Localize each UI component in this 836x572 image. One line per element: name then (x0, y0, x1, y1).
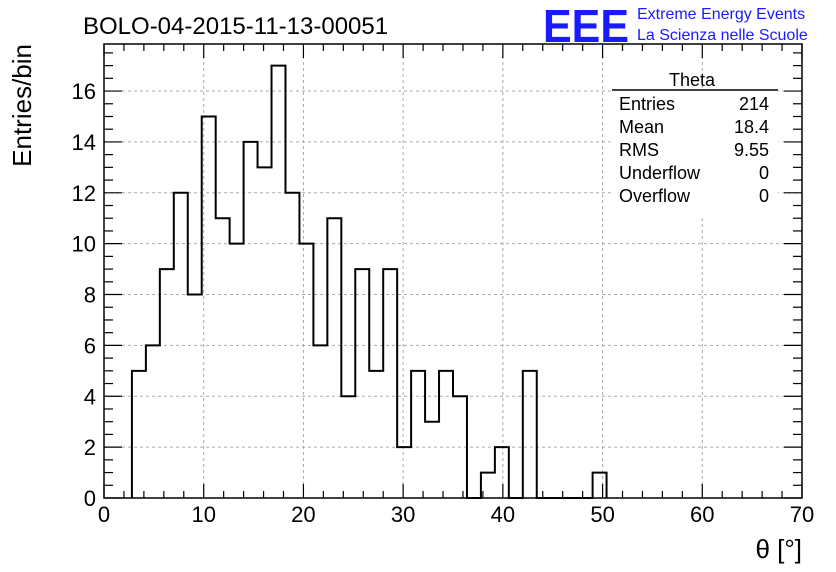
x-tick-label: 30 (391, 502, 415, 527)
histogram-bin (188, 295, 202, 498)
y-tick-label: 0 (84, 486, 96, 511)
histogram-bin (341, 396, 355, 498)
histogram-bin (216, 218, 230, 498)
histogram-bin (230, 244, 244, 498)
stats-box: Theta Entries 214 Mean 18.4 RMS 9.55 Underflow… (612, 70, 778, 216)
histogram-bin (453, 396, 467, 498)
stats-row-label: RMS (619, 140, 659, 160)
y-tick-label: 2 (84, 435, 96, 460)
histogram-bin (425, 422, 439, 498)
x-tick-label: 10 (191, 502, 215, 527)
x-tick-label: 0 (98, 502, 110, 527)
histogram-bin (523, 371, 537, 498)
stats-row-value: 0 (759, 163, 769, 183)
histogram-bin (355, 269, 369, 498)
histogram-bin (495, 447, 509, 498)
histogram-bin (383, 269, 397, 498)
stats-row-label: Underflow (619, 163, 701, 183)
x-tick-label: 50 (590, 502, 614, 527)
stats-rows: Entries 214 Mean 18.4 RMS 9.55 Underflow 0 Overf… (619, 94, 769, 206)
stats-row-label: Mean (619, 117, 664, 137)
histogram-bin (327, 218, 341, 498)
y-tick-label: 4 (84, 384, 96, 409)
y-tick-label: 10 (72, 232, 96, 257)
histogram-bin (369, 371, 383, 498)
logo-line1: Extreme Energy Events (637, 6, 805, 23)
eee-logo: EEE Extreme Energy Events La Scienza nel… (543, 0, 808, 52)
x-tick-label: 40 (491, 502, 515, 527)
histogram-bin (313, 345, 327, 498)
histogram-bin (439, 371, 453, 498)
logo-line2: La Scienza nelle Scuole (637, 27, 808, 44)
stats-row-value: 214 (739, 94, 769, 114)
stats-row-value: 0 (759, 186, 769, 206)
stats-row-label: Overflow (619, 186, 691, 206)
chart-title: BOLO-04-2015-11-13-00051 (83, 13, 388, 40)
axis-ticks (103, 44, 803, 499)
y-tick-label: 14 (72, 130, 96, 155)
histogram-bin (244, 142, 258, 498)
stats-row-value: 9.55 (734, 140, 769, 160)
histogram-bin (285, 193, 299, 498)
stats-title: Theta (669, 70, 716, 90)
histogram-bin (174, 193, 188, 498)
stats-row-value: 18.4 (734, 117, 769, 137)
histogram-bin (299, 244, 313, 498)
x-tick-label: 70 (790, 502, 814, 527)
y-axis-title: Entries/bin (7, 44, 37, 167)
y-tick-label: 12 (72, 181, 96, 206)
histogram-bin (593, 473, 607, 498)
histogram-bin (132, 371, 146, 498)
x-tick-label: 20 (291, 502, 315, 527)
y-tick-label: 6 (84, 333, 96, 358)
histogram-bin (160, 269, 174, 498)
x-tick-labels: 0 10 20 30 40 50 60 70 (98, 502, 814, 527)
y-tick-label: 16 (72, 79, 96, 104)
stats-row-label: Entries (619, 94, 675, 114)
histogram-bin (272, 66, 286, 498)
histogram-bin (397, 447, 411, 498)
plot-frame (103, 43, 803, 499)
y-tick-label: 8 (84, 283, 96, 308)
histogram-bin (258, 167, 272, 498)
histogram-bin (146, 345, 160, 498)
y-tick-labels: 0 2 4 6 8 10 12 14 16 (72, 79, 96, 511)
stats-background (612, 88, 778, 216)
x-tick-label: 60 (690, 502, 714, 527)
histogram-bin (202, 116, 216, 498)
histogram-bin (411, 371, 425, 498)
x-axis-title: θ [°] (755, 534, 802, 564)
grid-lines (104, 44, 802, 498)
